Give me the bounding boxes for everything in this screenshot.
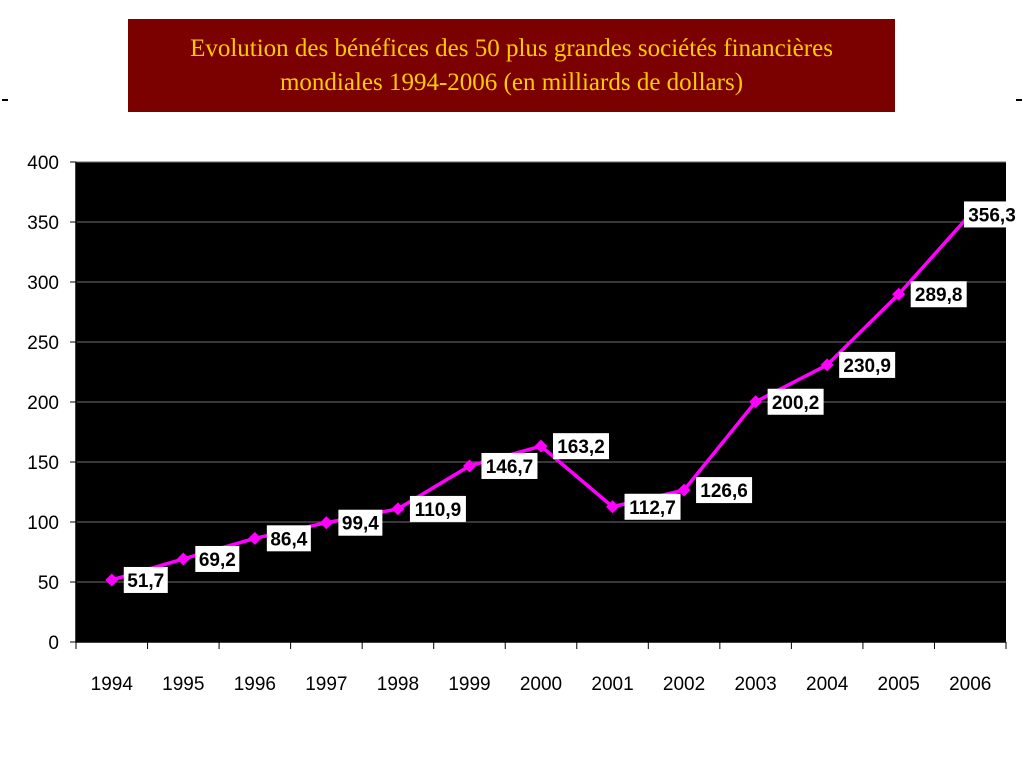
data-point-marker <box>534 439 548 453</box>
data-label-box <box>696 477 753 504</box>
data-label-box <box>767 388 824 415</box>
data-point-marker <box>248 531 262 545</box>
data-label-box <box>964 201 1020 228</box>
right-dash-mark <box>1016 99 1022 101</box>
y-tick-label: 300 <box>27 273 59 294</box>
data-label-box <box>624 493 681 520</box>
data-point-marker <box>105 573 119 587</box>
y-tick-label: 150 <box>27 453 59 474</box>
x-tick-label: 1994 <box>91 674 134 695</box>
data-label: 230,9 <box>843 356 891 377</box>
data-label-box <box>839 351 896 378</box>
x-tick-label: 1997 <box>305 674 347 695</box>
data-label: 126,6 <box>700 481 748 502</box>
data-label: 112,7 <box>629 498 676 519</box>
x-tick-label: 2003 <box>734 674 776 695</box>
data-label-box <box>910 281 967 308</box>
chart-title-line-1: Evolution des bénéfices des 50 plus gran… <box>190 34 833 62</box>
data-label: 86,4 <box>270 529 307 550</box>
data-point-marker <box>391 502 405 516</box>
x-tick-label: 2001 <box>591 674 633 695</box>
data-point-marker <box>749 395 763 409</box>
data-point-marker <box>820 358 834 372</box>
data-label: 99,4 <box>342 514 379 535</box>
left-dash-mark <box>2 99 8 101</box>
y-tick-label: 0 <box>48 633 59 654</box>
data-label-box <box>195 545 240 572</box>
data-label-box <box>481 452 538 479</box>
x-tick-label: 2006 <box>949 674 991 695</box>
data-label: 356,3 <box>968 205 1016 226</box>
data-label-box <box>553 433 609 460</box>
y-tick-label: 250 <box>27 333 59 354</box>
data-label-box <box>123 566 168 593</box>
x-axis: 1994 1995 1996 1997 1998 1999 2000 2001 2002 2003… <box>75 641 1007 695</box>
data-label: 146,7 <box>486 457 534 478</box>
y-tick-label: 350 <box>27 213 59 234</box>
data-labels: 51,7 69,2 86,4 99,4 110,9 146,7 163,2 112,7 126,… <box>123 201 1020 593</box>
y-tick-label: 200 <box>27 393 59 414</box>
data-point-marker <box>892 287 906 301</box>
data-point-marker <box>176 552 190 566</box>
x-tick-label: 2005 <box>878 674 920 695</box>
x-tick-label: 1995 <box>162 674 204 695</box>
data-label: 163,2 <box>557 437 605 458</box>
x-tick-label: 1999 <box>448 674 490 695</box>
data-label: 200,2 <box>772 393 820 414</box>
x-tick-label: 1996 <box>234 674 276 695</box>
chart-title-box: Evolution des bénéfices des 50 plus gran… <box>128 19 895 112</box>
data-label-box <box>266 525 311 552</box>
x-tick-label: 2004 <box>806 674 849 695</box>
data-label-box <box>338 509 383 536</box>
data-label: 69,2 <box>199 550 236 571</box>
data-point-marker <box>606 500 620 514</box>
y-tick-label: 400 <box>27 153 59 174</box>
data-point-marker <box>319 516 333 530</box>
data-point-marker <box>677 483 691 497</box>
x-tick-label: 2002 <box>663 674 705 695</box>
x-tick-label: 2000 <box>520 674 562 695</box>
data-label: 110,9 <box>415 500 462 521</box>
data-label-box <box>409 495 466 522</box>
y-tick-label: 50 <box>38 573 59 594</box>
y-tick-label: 100 <box>27 513 59 534</box>
data-point-marker <box>462 459 476 473</box>
chart-title-line-2: mondiales 1994-2006 (en milliards de dol… <box>279 68 744 96</box>
y-axis: 0 50 100 150 200 250 300 350 400 <box>27 153 77 654</box>
data-label: 51,7 <box>127 571 164 592</box>
data-label: 289,8 <box>915 285 963 306</box>
x-tick-label: 1998 <box>377 674 419 695</box>
